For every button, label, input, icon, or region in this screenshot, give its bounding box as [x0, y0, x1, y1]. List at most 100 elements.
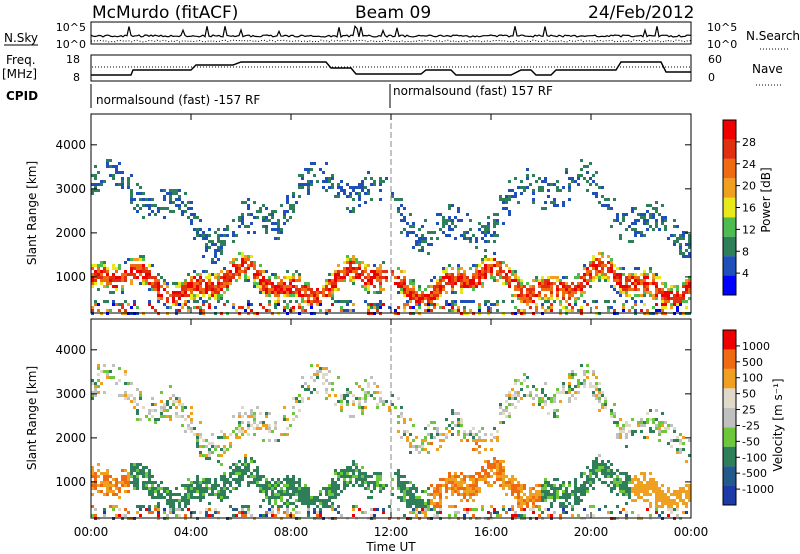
- velocity-cell: [136, 409, 139, 412]
- power-cell: [424, 309, 427, 312]
- velocity-cell: [547, 397, 550, 400]
- velocity-cell: [358, 400, 361, 403]
- power-cell: [151, 210, 154, 213]
- velocity-cell: [625, 475, 628, 478]
- power-cell: [643, 222, 646, 225]
- velocity-cell: [625, 424, 628, 427]
- velocity-cell: [169, 496, 172, 499]
- power-cell: [646, 309, 649, 312]
- power-cell: [424, 303, 427, 306]
- power-cell: [484, 276, 487, 279]
- velocity-cell: [355, 475, 358, 478]
- velocity-cell: [496, 436, 499, 439]
- power-cell: [334, 273, 337, 276]
- power-cell: [214, 297, 217, 300]
- power-cell: [169, 192, 172, 195]
- velocity-cell: [538, 496, 541, 499]
- power-cell: [412, 291, 415, 294]
- velocity-cell: [190, 493, 193, 496]
- power-cell: [421, 234, 424, 237]
- velocity-cell: [493, 508, 496, 511]
- velocity-cell: [430, 502, 433, 505]
- power-cell: [130, 279, 133, 282]
- power-cell: [400, 204, 403, 207]
- velocity-cell: [655, 490, 658, 493]
- power-cell: [412, 222, 415, 225]
- power-cell: [436, 291, 439, 294]
- velocity-cell: [511, 487, 514, 490]
- velocity-cell: [214, 493, 217, 496]
- power-cell: [487, 258, 490, 261]
- velocity-cell: [145, 484, 148, 487]
- power-cell: [184, 303, 187, 306]
- power-cell: [247, 207, 250, 210]
- power-cell: [271, 273, 274, 276]
- power-cell: [190, 282, 193, 285]
- velocity-cell: [286, 508, 289, 511]
- velocity-cell: [502, 469, 505, 472]
- power-cell: [337, 279, 340, 282]
- velocity-cell: [352, 472, 355, 475]
- power-cell: [154, 309, 157, 312]
- power-cell: [265, 228, 268, 231]
- velocity-cell: [661, 430, 664, 433]
- power-cell: [172, 303, 175, 306]
- power-cell: [622, 219, 625, 222]
- velocity-cell: [298, 484, 301, 487]
- power-cell: [490, 264, 493, 267]
- velocity-cell: [274, 502, 277, 505]
- velocity-cell: [103, 478, 106, 481]
- velocity-cell: [136, 475, 139, 478]
- velocity-cell: [685, 460, 688, 463]
- velocity-cell: [493, 511, 496, 514]
- velocity-cell: [568, 388, 571, 391]
- power-cell: [358, 273, 361, 276]
- power-cell: [271, 288, 274, 291]
- velocity-cell: [511, 514, 514, 517]
- velocity-cell: [481, 469, 484, 472]
- power-cell: [430, 303, 433, 306]
- velocity-cell: [427, 505, 430, 508]
- power-cell: [475, 240, 478, 243]
- velocity-cell: [499, 421, 502, 424]
- velocity-cell: [274, 487, 277, 490]
- velocity-cell: [583, 472, 586, 475]
- velocity-cell: [649, 478, 652, 481]
- power-cell: [643, 288, 646, 291]
- velocity-cell: [229, 484, 232, 487]
- velocity-cell: [130, 382, 133, 385]
- velocity-cell: [586, 481, 589, 484]
- power-cell: [568, 288, 571, 291]
- velocity-cell: [352, 403, 355, 406]
- power-cell: [103, 261, 106, 264]
- velocity-cell: [241, 433, 244, 436]
- power-cell: [400, 198, 403, 201]
- velocity-cell: [157, 493, 160, 496]
- power-cell: [493, 276, 496, 279]
- power-cell: [244, 309, 247, 312]
- velocity-cell: [472, 490, 475, 493]
- power-cell: [520, 282, 523, 285]
- power-cell: [151, 264, 154, 267]
- velocity-cell: [670, 493, 673, 496]
- power-cell: [211, 294, 214, 297]
- velocity-cell: [652, 418, 655, 421]
- velocity-cell: [148, 505, 151, 508]
- velocity-cell: [553, 409, 556, 412]
- velocity-cell: [334, 487, 337, 490]
- power-cell: [247, 198, 250, 201]
- power-cell: [424, 240, 427, 243]
- velocity-cell: [541, 484, 544, 487]
- velocity-cell: [271, 478, 274, 481]
- power-cell: [331, 174, 334, 177]
- velocity-cell: [325, 502, 328, 505]
- velocity-cell: [556, 496, 559, 499]
- velocity-cell: [211, 451, 214, 454]
- velocity-cell: [583, 490, 586, 493]
- velocity-cell: [370, 514, 373, 517]
- power-cell: [676, 300, 679, 303]
- power-cell: [103, 285, 106, 288]
- velocity-cell: [640, 424, 643, 427]
- velocity-cell: [562, 388, 565, 391]
- velocity-cell: [544, 382, 547, 385]
